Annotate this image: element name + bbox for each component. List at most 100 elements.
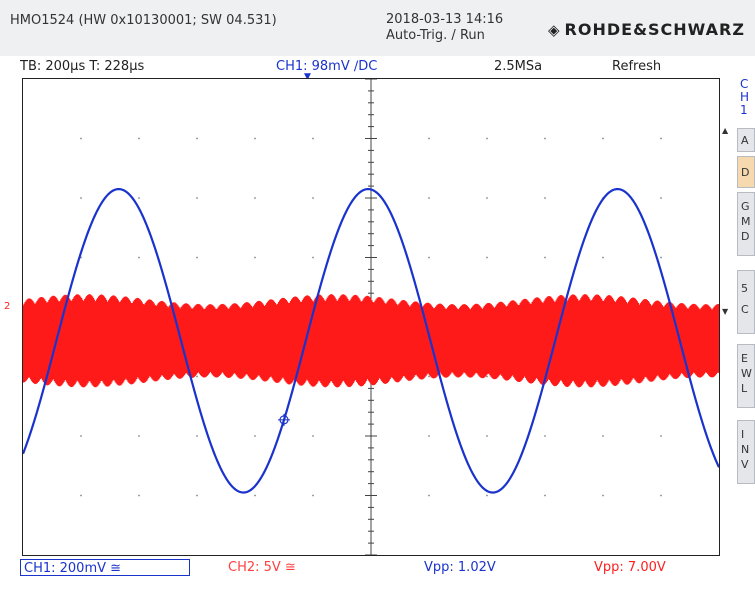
side-menu-button-a[interactable]: A <box>737 128 755 152</box>
grid-dot <box>660 435 662 437</box>
grid-dot <box>196 197 198 199</box>
grid-dot <box>544 435 546 437</box>
side-button-label: G <box>741 200 750 213</box>
side-header-line: H <box>740 90 750 104</box>
grid-dot <box>544 256 546 259</box>
grid-dot <box>254 494 256 497</box>
grid-dot <box>138 197 140 199</box>
grid-dot <box>254 197 256 199</box>
grid-dot <box>312 256 314 259</box>
datetime: 2018-03-13 14:16 <box>386 12 504 27</box>
grid-dot <box>602 137 604 140</box>
grid-dot <box>80 435 82 437</box>
grid-dot <box>544 494 546 497</box>
side-menu-button-g[interactable]: G M D <box>737 192 755 256</box>
datetime-block: 2018-03-13 14:16 Auto-Trig. / Run <box>386 12 503 44</box>
grid-dot <box>660 256 662 259</box>
ch2-scale-selector[interactable]: CH2: 5V ≅ <box>228 560 296 575</box>
grid-dot <box>138 137 140 140</box>
grid-dot <box>196 256 198 259</box>
scope-svg <box>23 79 719 555</box>
grid-dot <box>138 256 140 259</box>
side-button-label: L <box>741 382 748 395</box>
device-info: HMO1524 (HW 0x10130001; SW 04.531) <box>10 13 277 28</box>
side-menu-header: C H 1 <box>740 78 749 117</box>
grid-dot <box>544 137 546 140</box>
ch2-waveform <box>23 294 719 388</box>
bottom-bar: CH1: 200mV ≅ CH2: 5V ≅ Vpp: 1.02V Vpp: 7… <box>0 556 755 615</box>
side-button-label: 5 <box>741 282 748 295</box>
side-button-label: C <box>741 303 749 316</box>
side-button-label: V <box>741 458 749 471</box>
grid-dot <box>602 494 604 497</box>
grid-dot <box>486 197 488 199</box>
grid-dot <box>602 256 604 259</box>
status-bar: TB: 200µs T: 228µs CH1: 98mV ∕DC 2.5MSa … <box>0 56 755 78</box>
grid-dot <box>660 137 662 140</box>
grid-dot <box>428 435 430 437</box>
grid-dot <box>138 494 140 497</box>
grid-dot <box>486 494 488 497</box>
side-button-label: A <box>741 134 749 147</box>
ch1-scale-selector[interactable]: CH1: 200mV ≅ <box>20 559 190 576</box>
brand-name: ROHDE&SCHWARZ <box>564 20 745 39</box>
header-bar: HMO1524 (HW 0x10130001; SW 04.531) 2018-… <box>0 0 755 56</box>
side-menu-button-e[interactable]: E W L <box>737 344 755 408</box>
menu-scroll-up-icon[interactable]: ▲ <box>722 126 729 135</box>
side-button-label: E <box>741 352 748 365</box>
grid-dot <box>196 137 198 140</box>
brand-logo: ◈ ROHDE&SCHWARZ <box>548 20 745 39</box>
grid-dot <box>254 137 256 140</box>
side-menu-button-5[interactable]: 5 C <box>737 270 755 334</box>
grid-dot <box>196 375 198 378</box>
grid-dot <box>602 435 604 437</box>
grid-dot <box>312 197 314 199</box>
timebase-readout[interactable]: TB: 200µs T: 228µs <box>20 59 145 74</box>
grid-dot <box>428 197 430 199</box>
grid-dot <box>660 494 662 497</box>
grid-dot <box>486 435 488 437</box>
side-menu-button-d[interactable]: D <box>737 156 755 188</box>
grid-dot <box>80 197 82 199</box>
side-menu-button-i[interactable]: I N V <box>737 420 755 484</box>
grid-dot <box>312 494 314 497</box>
ch1-waveform <box>23 187 719 494</box>
grid-dot <box>428 494 430 497</box>
acquisition-mode[interactable]: Refresh <box>612 59 662 74</box>
grid-dot <box>428 375 430 378</box>
side-button-label: W <box>741 367 752 380</box>
grid-dot <box>312 137 314 140</box>
grid-dot <box>254 435 256 437</box>
ch2-level-marker-icon[interactable]: 2 <box>4 301 11 312</box>
side-button-label: D <box>741 166 750 179</box>
grid-dot <box>428 137 430 140</box>
grid-dot <box>80 137 82 140</box>
ch2-vpp-measurement: Vpp: 7.00V <box>594 560 666 575</box>
grid-dot <box>312 435 314 437</box>
ch1-vpp-measurement: Vpp: 1.02V <box>424 560 496 575</box>
side-header-line: C <box>740 77 749 91</box>
side-button-label: I <box>741 428 745 441</box>
side-header-line: 1 <box>740 103 748 117</box>
ch1-trigger-readout[interactable]: CH1: 98mV ∕DC <box>276 59 378 74</box>
menu-scroll-down-icon[interactable]: ▼ <box>722 307 729 316</box>
grid-dot <box>80 494 82 497</box>
side-menu: C H 1 A D G M D 5 C E W L I N V <box>737 78 755 578</box>
grid-dot <box>486 256 488 259</box>
side-button-label: M <box>741 215 751 228</box>
side-button-label: D <box>741 230 750 243</box>
grid-dot <box>486 375 488 378</box>
grid-dot <box>544 197 546 199</box>
grid-dot <box>196 494 198 497</box>
grid-dot <box>196 435 198 437</box>
grid-dot <box>138 435 140 437</box>
rs-diamond-logo-icon: ◈ <box>548 21 561 39</box>
grid-dot <box>254 256 256 259</box>
ch1-trigger-marker-icon[interactable]: ▼ <box>304 72 311 82</box>
grid-dot <box>660 197 662 199</box>
grid-dot <box>428 256 430 259</box>
side-button-label: N <box>741 443 750 456</box>
trigger-status: Auto-Trig. / Run <box>386 28 485 43</box>
waveform-display[interactable] <box>22 78 720 556</box>
grid-dot <box>486 137 488 140</box>
